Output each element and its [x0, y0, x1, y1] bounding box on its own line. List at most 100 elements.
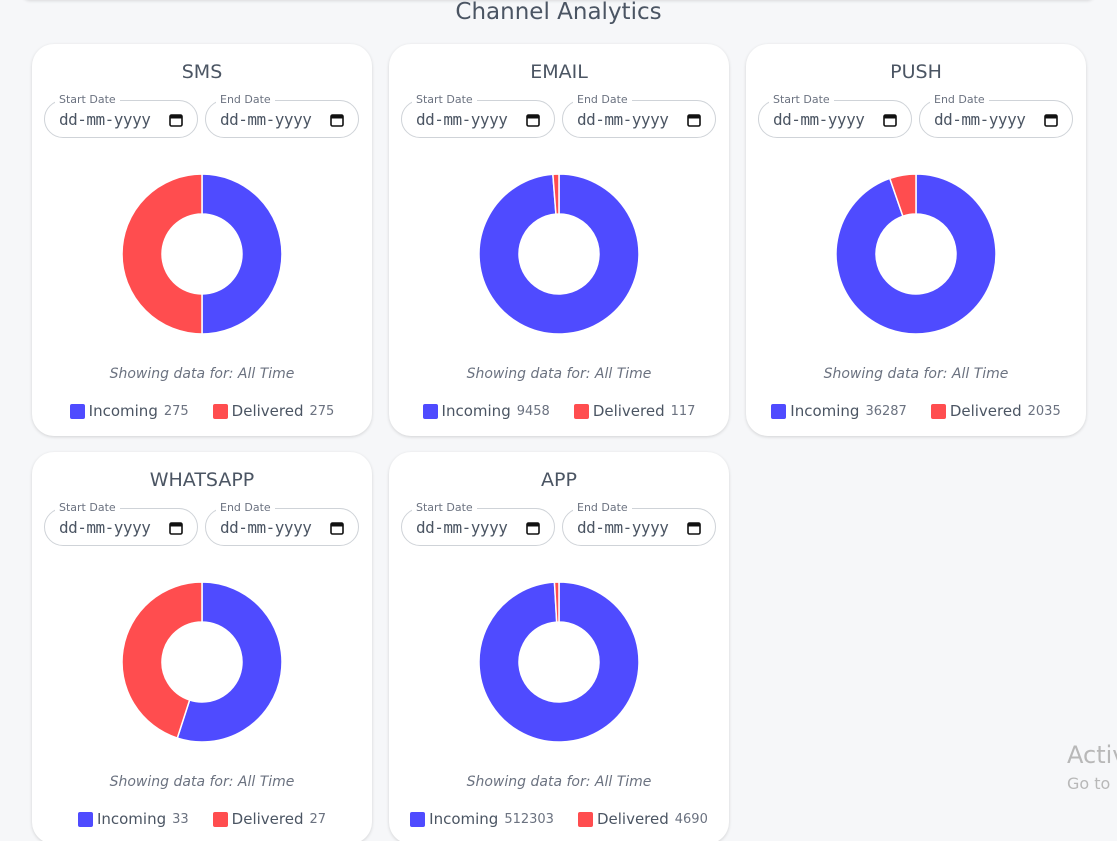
caption: Showing data for: All Time — [466, 366, 652, 382]
icon-shape — [527, 115, 539, 119]
date-input[interactable]: Start Date dd-mm-yyyy — [401, 93, 555, 138]
icon-shape — [884, 115, 896, 119]
date-placeholder: dd-mm-yyyy — [577, 518, 669, 537]
legend-value: 9458 — [516, 403, 550, 419]
date-input[interactable]: Start Date dd-mm-yyyy — [758, 93, 912, 138]
legend-swatch — [771, 403, 787, 419]
donut-chart — [836, 174, 996, 334]
legend-label: Delivered — [592, 402, 665, 420]
caption: Showing data for: All Time — [109, 774, 295, 790]
donut-segment[interactable] — [479, 582, 639, 742]
donut-chart — [122, 582, 282, 742]
legend-swatch — [410, 811, 426, 827]
date-placeholder: dd-mm-yyyy — [59, 518, 151, 537]
legend-swatch — [212, 811, 228, 827]
legend-label: Delivered — [596, 810, 669, 828]
donut-segment[interactable] — [479, 174, 639, 334]
calendar-icon — [526, 522, 540, 535]
channel-card: SMS Start Date dd-mm-yyyy End Date dd-mm-yyy… — [32, 44, 372, 436]
legend: Incoming 33 Delivered 27 — [32, 810, 372, 828]
date-label: End Date — [216, 93, 275, 106]
donut-segment[interactable] — [122, 582, 203, 740]
legend-item[interactable]: Delivered 117 — [573, 402, 695, 420]
legend: Incoming 512303 Delivered 4690 — [389, 810, 729, 828]
icon-shape — [527, 523, 539, 527]
legend-item[interactable]: Incoming 9458 — [422, 402, 550, 420]
date-label: Start Date — [769, 93, 834, 106]
calendar-icon — [169, 114, 183, 127]
icon-shape — [170, 115, 182, 119]
date-label: Start Date — [55, 93, 120, 106]
legend-item[interactable]: Incoming 512303 — [410, 810, 554, 828]
legend: Incoming 36287 Delivered 2035 — [746, 402, 1086, 420]
date-placeholder: dd-mm-yyyy — [577, 110, 669, 129]
legend-value: 275 — [163, 403, 189, 419]
date-label: Start Date — [55, 501, 120, 514]
date-placeholder: dd-mm-yyyy — [220, 110, 312, 129]
legend: Incoming 275 Delivered 275 — [32, 402, 372, 420]
date-input[interactable]: End Date dd-mm-yyyy — [562, 93, 716, 138]
calendar-icon — [526, 114, 540, 127]
date-input[interactable]: Start Date dd-mm-yyyy — [401, 501, 555, 546]
legend-item[interactable]: Delivered 27 — [212, 810, 327, 828]
legend-swatch — [422, 403, 438, 419]
date-input[interactable]: End Date dd-mm-yyyy — [205, 501, 359, 546]
date-input[interactable]: End Date dd-mm-yyyy — [205, 93, 359, 138]
legend-value: 4690 — [674, 811, 708, 827]
date-placeholder: dd-mm-yyyy — [416, 518, 508, 537]
date-label: End Date — [930, 93, 989, 106]
legend-value: 2035 — [1027, 403, 1061, 419]
legend-value: 275 — [309, 403, 335, 419]
legend-label: Incoming — [88, 402, 158, 420]
date-label: Start Date — [412, 501, 477, 514]
date-input[interactable]: End Date dd-mm-yyyy — [919, 93, 1073, 138]
date-input[interactable]: Start Date dd-mm-yyyy — [44, 501, 198, 546]
card-title: APP — [541, 469, 577, 491]
card-title: SMS — [181, 61, 223, 83]
calendar-icon — [687, 114, 701, 127]
date-label: Start Date — [412, 93, 477, 106]
date-placeholder: dd-mm-yyyy — [934, 110, 1026, 129]
legend-item[interactable]: Incoming 33 — [77, 810, 189, 828]
date-placeholder: dd-mm-yyyy — [220, 518, 312, 537]
legend-label: Delivered — [231, 810, 304, 828]
caption: Showing data for: All Time — [466, 774, 652, 790]
date-label: End Date — [573, 93, 632, 106]
legend-item[interactable]: Incoming 275 — [69, 402, 189, 420]
icon-shape — [331, 523, 343, 527]
donut-segment[interactable] — [888, 174, 917, 218]
legend-label: Incoming — [790, 402, 860, 420]
channel-card: PUSH Start Date dd-mm-yyyy End Date dd-mm-yy… — [746, 44, 1086, 436]
donut-chart — [479, 582, 639, 742]
donut-segment[interactable] — [122, 174, 203, 334]
donut-segment[interactable] — [553, 582, 560, 623]
donut-segment[interactable] — [552, 174, 560, 215]
legend: Incoming 9458 Delivered 117 — [389, 402, 729, 420]
legend-value: 33 — [172, 811, 189, 827]
icon-shape — [170, 523, 182, 527]
donut-segment[interactable] — [176, 582, 282, 742]
legend-item[interactable]: Delivered 275 — [212, 402, 335, 420]
legend-swatch — [577, 811, 593, 827]
legend-label: Incoming — [429, 810, 499, 828]
icon-shape — [688, 523, 700, 527]
donut-chart — [479, 174, 639, 334]
date-label: End Date — [573, 501, 632, 514]
date-input[interactable]: End Date dd-mm-yyyy — [562, 501, 716, 546]
calendar-icon — [330, 522, 344, 535]
legend-swatch — [930, 403, 946, 419]
legend-item[interactable]: Delivered 4690 — [577, 810, 708, 828]
date-input[interactable]: Start Date dd-mm-yyyy — [44, 93, 198, 138]
calendar-icon — [330, 114, 344, 127]
legend-value: 27 — [309, 811, 327, 827]
legend-item[interactable]: Incoming 36287 — [771, 402, 907, 420]
donut-segment[interactable] — [201, 174, 282, 334]
date-placeholder: dd-mm-yyyy — [59, 110, 151, 129]
calendar-icon — [169, 522, 183, 535]
icon-shape — [1045, 115, 1057, 119]
legend-value: 512303 — [504, 811, 554, 827]
donut-chart — [122, 174, 282, 334]
legend-item[interactable]: Delivered 2035 — [930, 402, 1061, 420]
donut-segment[interactable] — [836, 174, 996, 334]
